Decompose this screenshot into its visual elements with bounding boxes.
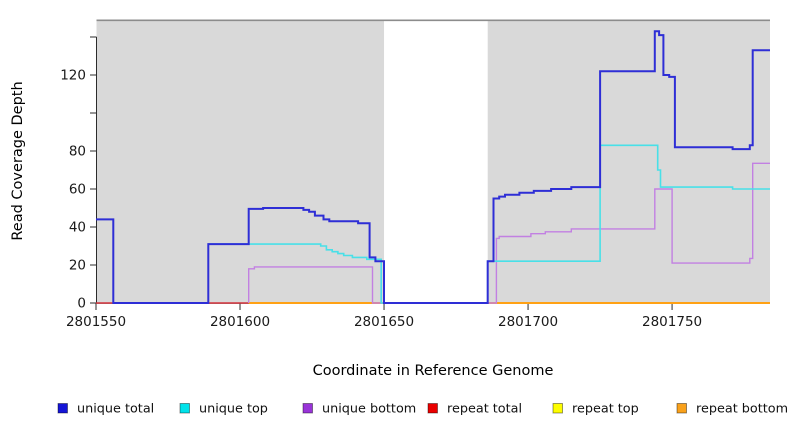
legend-swatch (302, 403, 313, 414)
x-tick-label: 2801700 (498, 314, 558, 330)
legend-item-repeat-bottom: repeat bottom (676, 402, 788, 417)
legend-item-unique-bottom: unique bottom (302, 402, 416, 417)
legend-label: repeat top (572, 402, 639, 417)
legend-item-unique-top: unique top (179, 402, 268, 417)
y-tick-label: 20 (69, 258, 86, 274)
legend-item-repeat-total: repeat total (427, 402, 522, 417)
y-tick-label: 40 (69, 220, 86, 236)
x-tick-label: 2801600 (210, 314, 270, 330)
y-axis-title: Read Coverage Depth (10, 81, 26, 240)
legend-item-unique-total: unique total (57, 402, 154, 417)
x-tick-label: 2801650 (354, 314, 414, 330)
legend: unique total unique top unique bottom repea… (57, 402, 788, 417)
y-tick-label: 80 (69, 144, 86, 160)
legend-swatch (427, 403, 438, 414)
legend-swatch (552, 403, 563, 414)
x-axis-title: Coordinate in Reference Genome (313, 363, 554, 379)
legend-item-repeat-top: repeat top (552, 402, 639, 417)
x-tick-label: 2801550 (66, 314, 126, 330)
series-lines (96, 30, 770, 304)
y-tick-label: 120 (60, 68, 86, 84)
series-unique-bottom (248, 162, 770, 304)
series-unique-top (208, 144, 770, 304)
series-unique-total (96, 30, 770, 304)
legend-swatch (179, 403, 190, 414)
legend-label: unique total (77, 402, 154, 417)
legend-label: unique top (199, 402, 268, 417)
legend-label: repeat total (447, 402, 522, 417)
legend-label: repeat bottom (696, 402, 788, 417)
x-tick-label: 2801750 (642, 314, 702, 330)
legend-swatch (676, 403, 687, 414)
masked-region (384, 20, 488, 304)
legend-label: unique bottom (322, 402, 416, 417)
y-tick-label: 0 (77, 296, 86, 312)
legend-swatch (57, 403, 68, 414)
y-tick-label: 60 (69, 182, 86, 198)
